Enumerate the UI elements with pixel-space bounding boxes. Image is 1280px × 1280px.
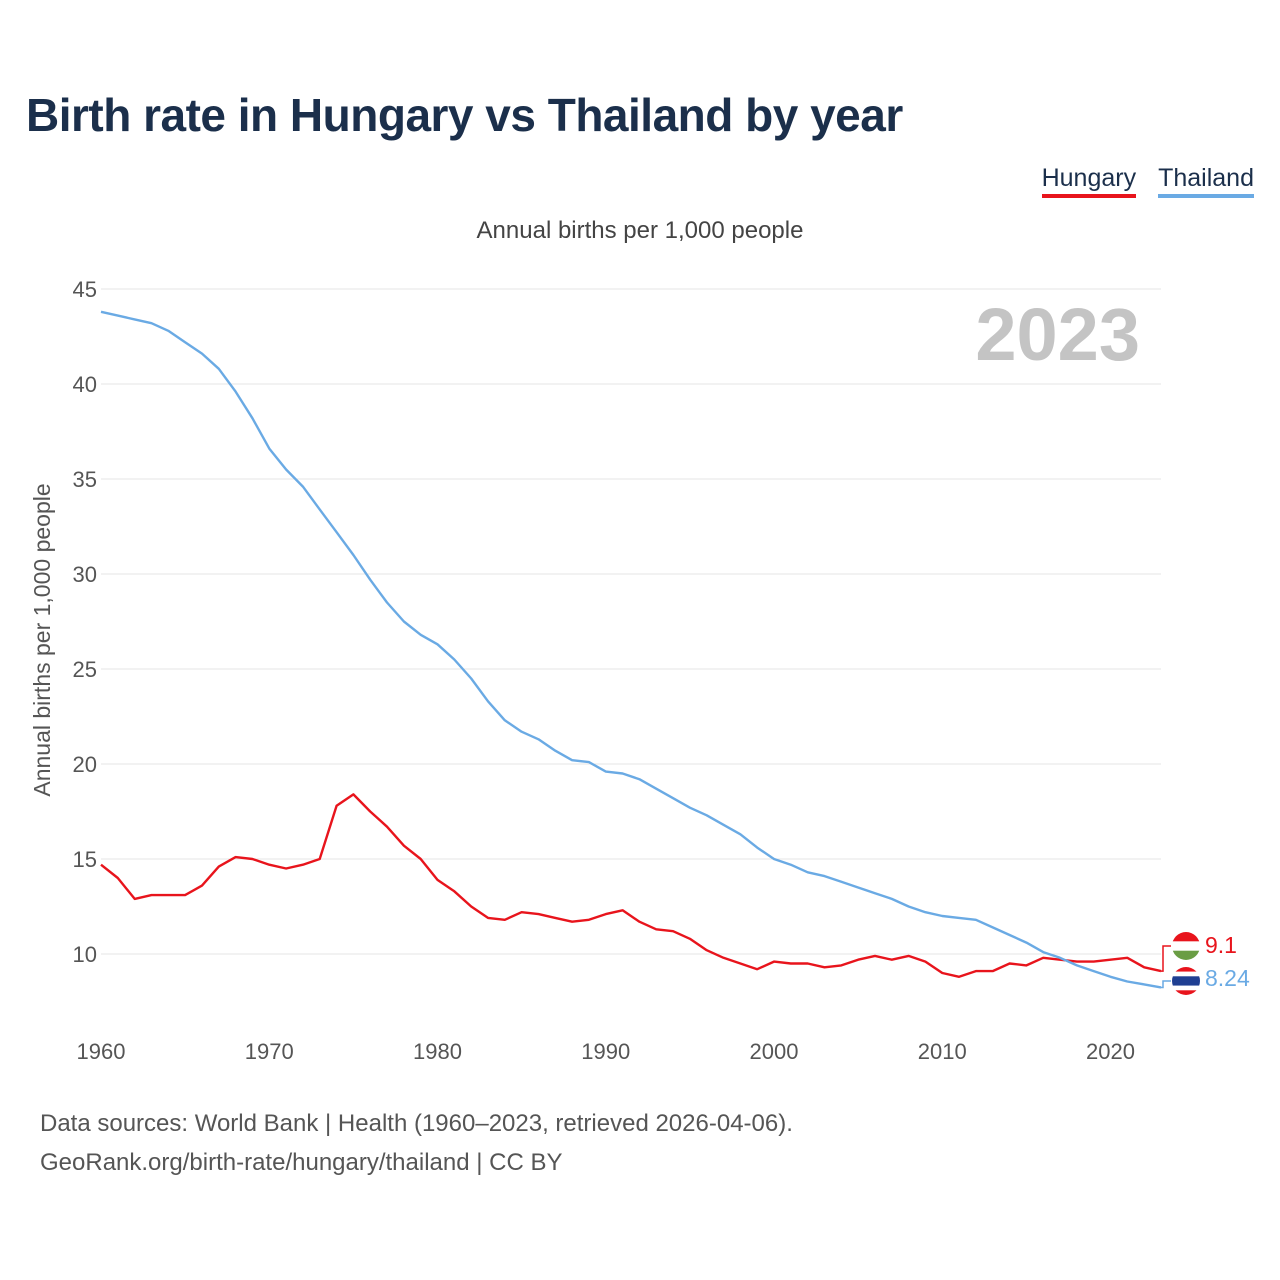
series-line-hungary	[100, 793, 1162, 978]
y-axis-ticks: 10 15 20 25 30 35 40 45	[73, 277, 97, 967]
x-tick-label: 1980	[413, 1039, 462, 1064]
y-tick-label: 25	[73, 657, 97, 682]
y-tick-label: 10	[73, 942, 97, 967]
footer: Data sources: World Bank | Health (1960–…	[40, 1104, 793, 1182]
line-chart: 10 15 20 25 30 35 40 45 1960 1970 1980 1990 2000 201…	[29, 277, 1250, 1064]
x-tick-label: 1970	[245, 1039, 294, 1064]
connector-thailand	[1161, 980, 1171, 989]
thailand-end-value: 8.24	[1205, 965, 1250, 991]
y-tick-label: 20	[73, 752, 97, 777]
x-tick-label: 2010	[918, 1039, 967, 1064]
x-tick-label: 2020	[1086, 1039, 1135, 1064]
x-tick-label: 1990	[581, 1039, 630, 1064]
y-tick-label: 40	[73, 372, 97, 397]
hungary-end-value: 9.1	[1205, 932, 1237, 958]
year-label: 2023	[975, 293, 1140, 376]
connector-hungary	[1161, 945, 1171, 972]
series-line-thailand	[100, 310, 1162, 989]
legend: Hungary Thailand	[1041, 164, 1254, 198]
x-tick-label: 1960	[77, 1039, 126, 1064]
legend-item-thailand[interactable]: Thailand	[1158, 164, 1254, 198]
x-axis-ticks: 1960 1970 1980 1990 2000 2010 2020	[77, 1039, 1135, 1064]
legend-item-hungary[interactable]: Hungary	[1041, 164, 1137, 198]
chart-title: Birth rate in Hungary vs Thailand by yea…	[26, 89, 903, 141]
y-axis-label: Annual births per 1,000 people	[29, 483, 55, 796]
end-label-connectors	[1161, 945, 1171, 989]
data-source-text: Data sources: World Bank | Health (1960–…	[40, 1110, 793, 1137]
y-tick-label: 15	[73, 847, 97, 872]
y-tick-label: 45	[73, 277, 97, 302]
hungary-flag-icon	[1172, 932, 1200, 960]
y-tick-label: 35	[73, 467, 97, 492]
source-url-text: GeoRank.org/birth-rate/hungary/thailand …	[40, 1149, 563, 1176]
chart-subtitle: Annual births per 1,000 people	[476, 217, 804, 244]
series-lines	[100, 310, 1162, 989]
grid-lines	[101, 288, 1161, 955]
y-tick-label: 30	[73, 562, 97, 587]
x-tick-label: 2000	[750, 1039, 799, 1064]
thailand-flag-icon	[1172, 967, 1200, 995]
